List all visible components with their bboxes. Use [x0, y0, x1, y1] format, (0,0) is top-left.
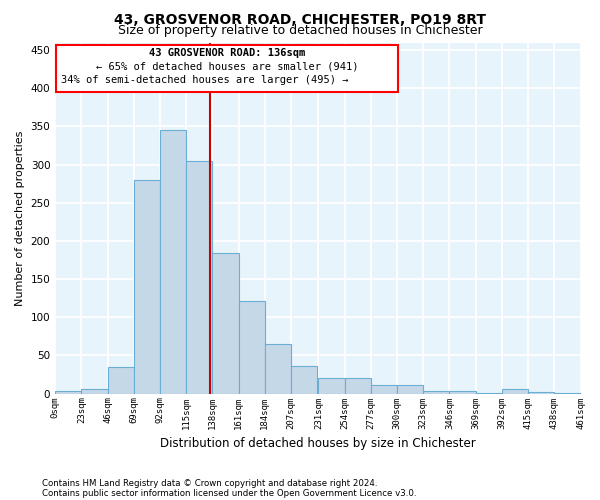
Bar: [344, 378, 371, 394]
Y-axis label: Number of detached properties: Number of detached properties: [15, 130, 25, 306]
Bar: [55, 392, 82, 394]
Text: Contains public sector information licensed under the Open Government Licence v3: Contains public sector information licen…: [42, 488, 416, 498]
Bar: [476, 393, 502, 394]
Bar: [371, 385, 397, 394]
Text: 43 GROSVENOR ROAD: 136sqm: 43 GROSVENOR ROAD: 136sqm: [149, 48, 305, 58]
Text: Size of property relative to detached houses in Chichester: Size of property relative to detached ho…: [118, 24, 482, 37]
Text: 43, GROSVENOR ROAD, CHICHESTER, PO19 8RT: 43, GROSVENOR ROAD, CHICHESTER, PO19 8RT: [114, 12, 486, 26]
Bar: [502, 389, 528, 394]
Bar: [528, 392, 554, 394]
Bar: [107, 367, 134, 394]
Text: 34% of semi-detached houses are larger (495) →: 34% of semi-detached houses are larger (…: [61, 76, 349, 86]
Bar: [554, 393, 581, 394]
Text: Contains HM Land Registry data © Crown copyright and database right 2024.: Contains HM Land Registry data © Crown c…: [42, 478, 377, 488]
Bar: [82, 389, 107, 394]
FancyBboxPatch shape: [56, 45, 398, 92]
Bar: [134, 180, 160, 394]
Bar: [160, 130, 186, 394]
Bar: [319, 378, 344, 394]
Bar: [239, 300, 265, 394]
Bar: [265, 344, 291, 394]
Bar: [397, 385, 423, 394]
Bar: [423, 392, 449, 394]
Bar: [186, 161, 212, 394]
Bar: [291, 366, 317, 394]
Text: ← 65% of detached houses are smaller (941): ← 65% of detached houses are smaller (94…: [96, 62, 358, 72]
X-axis label: Distribution of detached houses by size in Chichester: Distribution of detached houses by size …: [160, 437, 476, 450]
Bar: [212, 253, 239, 394]
Bar: [449, 392, 476, 394]
